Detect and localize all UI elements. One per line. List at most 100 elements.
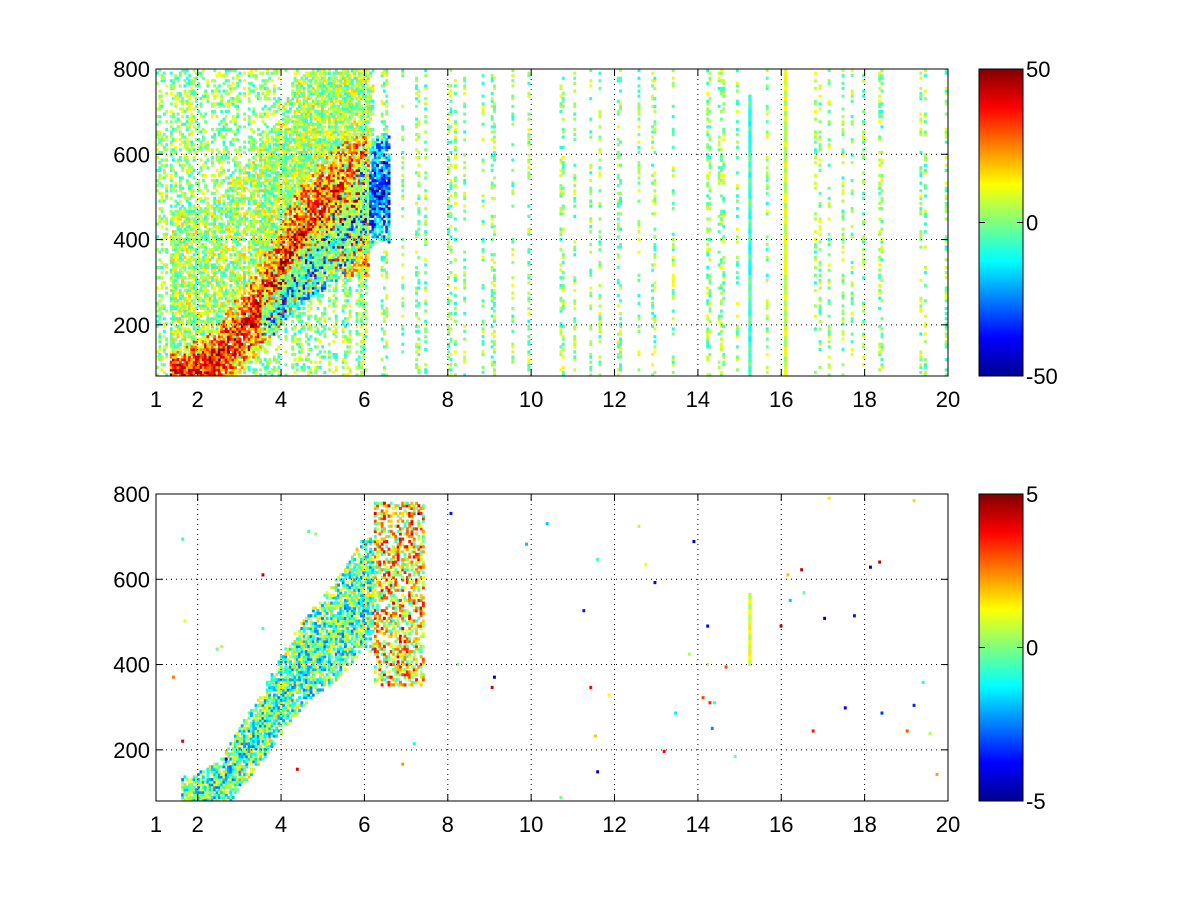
heatmap-cell (268, 194, 272, 198)
heatmap-cell (169, 163, 173, 167)
heatmap-cell (240, 342, 244, 346)
heatmap-cell (195, 214, 198, 218)
heatmap-cell (211, 161, 214, 165)
heatmap-cell (261, 222, 265, 226)
heatmap-cell (220, 365, 224, 369)
heatmap-cell (160, 196, 164, 201)
heatmap-cell (197, 368, 201, 372)
heatmap-cell (195, 373, 198, 376)
heatmap-cell (181, 245, 185, 249)
heatmap-cell (266, 271, 269, 275)
heatmap-cell (172, 263, 175, 267)
heatmap-cell (162, 306, 166, 311)
heatmap-cell (192, 291, 196, 295)
heatmap-cell (259, 235, 263, 239)
heatmap-cell (197, 358, 201, 362)
heatmap-cell (238, 304, 242, 308)
heatmap-cell (195, 258, 198, 262)
heatmap-cell (254, 163, 258, 167)
heatmap-cell (240, 194, 244, 198)
heatmap-cell (243, 181, 246, 185)
heatmap-cell (176, 158, 180, 162)
heatmap-cell (176, 281, 180, 285)
heatmap-cell (158, 337, 162, 341)
heatmap-cell (256, 355, 260, 359)
heatmap-cell (178, 276, 182, 280)
heatmap-cell (259, 306, 263, 311)
heatmap-cell (204, 340, 207, 344)
heatmap-cell (197, 204, 201, 208)
heatmap-cell (233, 104, 237, 108)
heatmap-cell (217, 237, 221, 241)
heatmap-cell (224, 122, 228, 126)
heatmap-cell (204, 353, 207, 357)
heatmap-cell (243, 86, 246, 91)
heatmap-cell (229, 69, 233, 73)
heatmap-cell (169, 189, 173, 193)
heatmap-cell (195, 199, 198, 203)
heatmap-cell (268, 89, 272, 93)
heatmap-cell (236, 150, 240, 155)
heatmap-cell (206, 365, 210, 369)
heatmap-cell (199, 281, 203, 285)
heatmap-cell (192, 237, 196, 241)
heatmap-cell (181, 122, 185, 126)
heatmap-cell (172, 158, 175, 162)
heatmap-cell (197, 138, 201, 142)
heatmap-cell (263, 314, 267, 318)
heatmap-cell (229, 373, 233, 376)
heatmap-cell (233, 355, 237, 359)
heatmap-cell (162, 171, 166, 175)
heatmap-cell (199, 358, 203, 362)
heatmap-cell (266, 225, 269, 229)
heatmap-cell (169, 148, 173, 152)
heatmap-cell (211, 304, 214, 308)
heatmap-cell (247, 368, 251, 372)
heatmap-cell (272, 294, 276, 298)
heatmap-cell (217, 258, 221, 262)
heatmap-cell (252, 248, 256, 252)
heatmap-cell (263, 184, 267, 188)
heatmap-cell (183, 363, 187, 367)
heatmap-cell (240, 184, 244, 188)
heatmap-cell (256, 345, 260, 349)
heatmap-cell (211, 237, 214, 241)
heatmap-cell (236, 306, 240, 311)
heatmap-cell (254, 345, 258, 349)
heatmap-cell (263, 350, 267, 354)
heatmap-cell (261, 306, 265, 311)
heatmap-cell (220, 291, 224, 295)
heatmap-cell (243, 273, 246, 277)
heatmap-cell (165, 120, 169, 124)
heatmap-cell (195, 360, 198, 364)
heatmap-cell (176, 237, 180, 241)
heatmap-cell (238, 353, 242, 357)
heatmap-cell (204, 219, 207, 224)
heatmap-cell (243, 194, 246, 198)
heatmap-cell (197, 253, 201, 257)
heatmap-cell (240, 286, 244, 290)
heatmap-cell (243, 289, 246, 293)
heatmap-cell (224, 214, 228, 218)
heatmap-cell (227, 329, 230, 334)
heatmap-cell (236, 230, 240, 234)
heatmap-cell (236, 227, 240, 231)
heatmap-cell (227, 207, 230, 211)
heatmap-cell (169, 133, 173, 137)
heatmap-cell (243, 329, 246, 334)
heatmap-cell (229, 255, 233, 259)
heatmap-cell (197, 304, 201, 308)
heatmap-cell (192, 266, 196, 270)
heatmap-cell (174, 365, 178, 369)
heatmap-cell (165, 143, 169, 147)
heatmap-cell (211, 263, 214, 267)
heatmap-cell (195, 294, 198, 298)
heatmap-cell (220, 230, 224, 234)
heatmap-cell (268, 76, 272, 80)
heatmap-cell (268, 217, 272, 221)
heatmap-cell (254, 153, 258, 157)
heatmap-cell (268, 289, 272, 293)
heatmap-cell (259, 153, 263, 157)
heatmap-cell (270, 140, 274, 144)
heatmap-cell (261, 335, 265, 339)
